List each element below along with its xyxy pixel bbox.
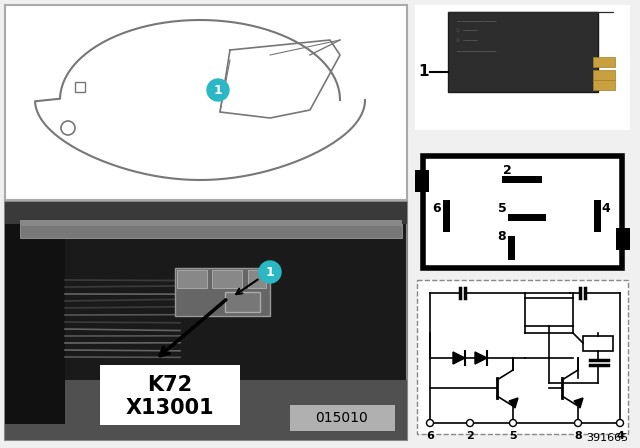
Text: 391665: 391665 xyxy=(586,433,628,443)
Circle shape xyxy=(426,419,433,426)
Bar xyxy=(5,202,407,224)
Text: 8: 8 xyxy=(498,229,506,242)
Bar xyxy=(593,80,615,90)
Bar xyxy=(448,12,598,92)
Bar xyxy=(583,336,613,351)
Bar xyxy=(100,365,240,425)
Bar xyxy=(175,268,270,316)
Polygon shape xyxy=(475,352,487,364)
Text: 4: 4 xyxy=(602,202,611,215)
Text: 1: 1 xyxy=(419,65,429,79)
Text: 6: 6 xyxy=(433,202,442,215)
Text: ━━━━━━━━━━━━━━: ━━━━━━━━━━━━━━ xyxy=(456,18,496,23)
Text: 2: 2 xyxy=(502,164,511,177)
Bar xyxy=(508,214,546,221)
Bar xyxy=(594,200,601,232)
Text: 6: 6 xyxy=(426,431,434,441)
Bar xyxy=(525,298,573,326)
Polygon shape xyxy=(574,398,583,408)
Bar xyxy=(415,170,429,192)
Bar xyxy=(415,5,630,130)
Text: ⊙  ━━━━━: ⊙ ━━━━━ xyxy=(456,28,477,33)
Text: 1: 1 xyxy=(214,83,222,96)
Bar xyxy=(593,57,615,67)
Text: 1: 1 xyxy=(266,266,275,279)
Bar xyxy=(212,270,242,288)
Text: 2: 2 xyxy=(466,431,474,441)
Bar xyxy=(290,405,395,431)
Circle shape xyxy=(467,419,474,426)
Text: K72: K72 xyxy=(147,375,193,395)
Bar xyxy=(616,228,630,250)
Text: ⊙  ━━━━━: ⊙ ━━━━━ xyxy=(456,38,477,43)
Bar xyxy=(508,236,515,260)
Bar xyxy=(417,280,628,434)
Text: 8: 8 xyxy=(574,431,582,441)
Circle shape xyxy=(575,419,582,426)
Text: 5: 5 xyxy=(509,431,517,441)
Bar xyxy=(443,200,450,232)
Polygon shape xyxy=(509,398,518,408)
Text: X13001: X13001 xyxy=(125,398,214,418)
Bar xyxy=(20,224,402,238)
Bar xyxy=(20,220,402,226)
Text: 4: 4 xyxy=(616,431,624,441)
Bar xyxy=(593,70,615,80)
Circle shape xyxy=(616,419,623,426)
Bar xyxy=(5,224,65,424)
Bar xyxy=(423,156,622,268)
Bar xyxy=(502,176,542,183)
Bar xyxy=(248,270,266,288)
Polygon shape xyxy=(75,82,85,92)
Polygon shape xyxy=(453,352,465,364)
Text: 015010: 015010 xyxy=(316,411,369,425)
Bar xyxy=(177,270,207,288)
Text: ━━━━━━━━━━━━━━: ━━━━━━━━━━━━━━ xyxy=(456,48,496,53)
Bar xyxy=(5,202,407,440)
Bar xyxy=(225,292,260,312)
Circle shape xyxy=(259,261,281,283)
Circle shape xyxy=(509,419,516,426)
Text: 5: 5 xyxy=(498,202,506,215)
Circle shape xyxy=(207,79,229,101)
Bar xyxy=(5,5,407,200)
Bar xyxy=(5,380,407,440)
